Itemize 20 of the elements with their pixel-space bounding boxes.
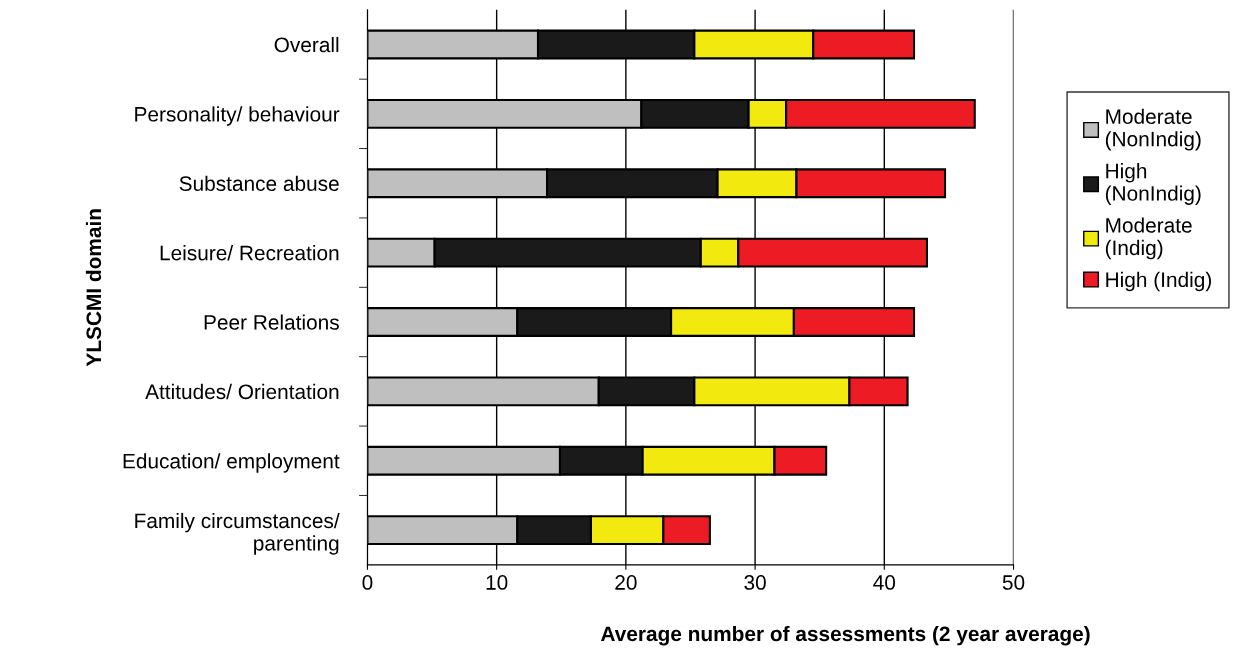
x-tick-label: 40 bbox=[873, 575, 896, 590]
y-axis-title: YLSCMI domain bbox=[85, 209, 102, 367]
y-tick-label: Overall bbox=[274, 36, 339, 53]
y-tick-label: Family circumstances/ parenting bbox=[135, 512, 340, 555]
y-tick-label: Personality/ behaviour bbox=[135, 106, 340, 126]
y-tick-label: Leisure/ Recreation bbox=[160, 245, 339, 261]
legend-label: Moderate (NonIndig) bbox=[1105, 108, 1201, 151]
x-tick-label: 0 bbox=[362, 575, 373, 590]
legend-label: High (NonIndig) bbox=[1105, 163, 1201, 205]
x-tick-label: 20 bbox=[615, 575, 637, 590]
y-tick-label: Peer Relations bbox=[204, 314, 339, 330]
x-axis-title: Average number of assessments (2 year average) bbox=[600, 625, 1090, 646]
x-tick-label: 30 bbox=[744, 575, 766, 590]
legend-label: High (Indig) bbox=[1106, 271, 1211, 292]
x-tick-label: 50 bbox=[1002, 575, 1025, 590]
y-tick-label: Attitudes/ Orientation bbox=[145, 383, 339, 400]
x-tick-label: 10 bbox=[486, 575, 508, 590]
y-tick-label: Education/ employment bbox=[123, 453, 340, 473]
y-tick-label: Substance abuse bbox=[179, 175, 339, 191]
legend-label: Moderate (Indig) bbox=[1105, 217, 1192, 260]
